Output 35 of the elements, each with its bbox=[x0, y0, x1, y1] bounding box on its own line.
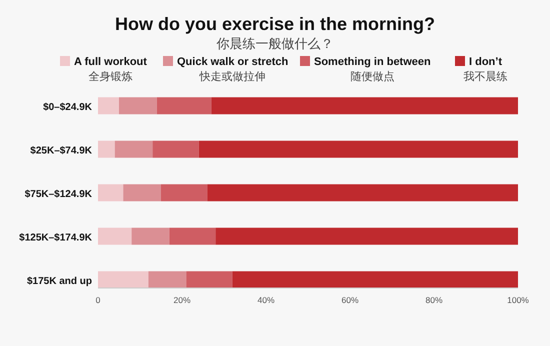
x-tick-label: 80% bbox=[425, 295, 443, 305]
legend-label: I don’t 我不晨练 bbox=[464, 56, 508, 83]
y-tick-label: $75K–$124.9K bbox=[24, 188, 93, 200]
bar bbox=[123, 184, 161, 202]
bar bbox=[169, 228, 216, 245]
bar bbox=[232, 271, 518, 288]
chart-title: How do you exercise in the morning? bbox=[114, 14, 436, 34]
x-tick-label: 40% bbox=[257, 295, 275, 305]
bar bbox=[98, 271, 148, 288]
y-tick-label: $175K and up bbox=[26, 276, 92, 287]
bar bbox=[148, 271, 186, 288]
bar bbox=[152, 140, 199, 158]
bar bbox=[98, 228, 132, 245]
bar bbox=[216, 228, 518, 245]
bar bbox=[156, 97, 212, 114]
y-tick-label: $25K–$74.9K bbox=[30, 145, 93, 156]
x-tick-label: 0 bbox=[96, 295, 101, 305]
bar bbox=[98, 97, 119, 114]
chart-subtitle: 你晨练一般做什么？ bbox=[216, 36, 334, 51]
bar bbox=[161, 184, 208, 202]
bar bbox=[114, 140, 153, 158]
bar bbox=[207, 184, 518, 202]
x-tick-label: 60% bbox=[341, 295, 359, 305]
y-tick-label: $0–$24.9K bbox=[43, 102, 93, 113]
x-tick-label: 100% bbox=[507, 295, 530, 305]
bar bbox=[186, 271, 232, 288]
legend-label: A full workout 全身锻炼 bbox=[74, 56, 148, 83]
bar bbox=[211, 97, 518, 114]
bar bbox=[98, 140, 115, 158]
y-tick-label: $125K–$174.9K bbox=[19, 232, 93, 244]
bar bbox=[119, 97, 157, 114]
x-tick-label: 20% bbox=[173, 295, 191, 305]
bar bbox=[198, 140, 518, 158]
bar bbox=[132, 228, 170, 245]
bar bbox=[98, 184, 124, 202]
